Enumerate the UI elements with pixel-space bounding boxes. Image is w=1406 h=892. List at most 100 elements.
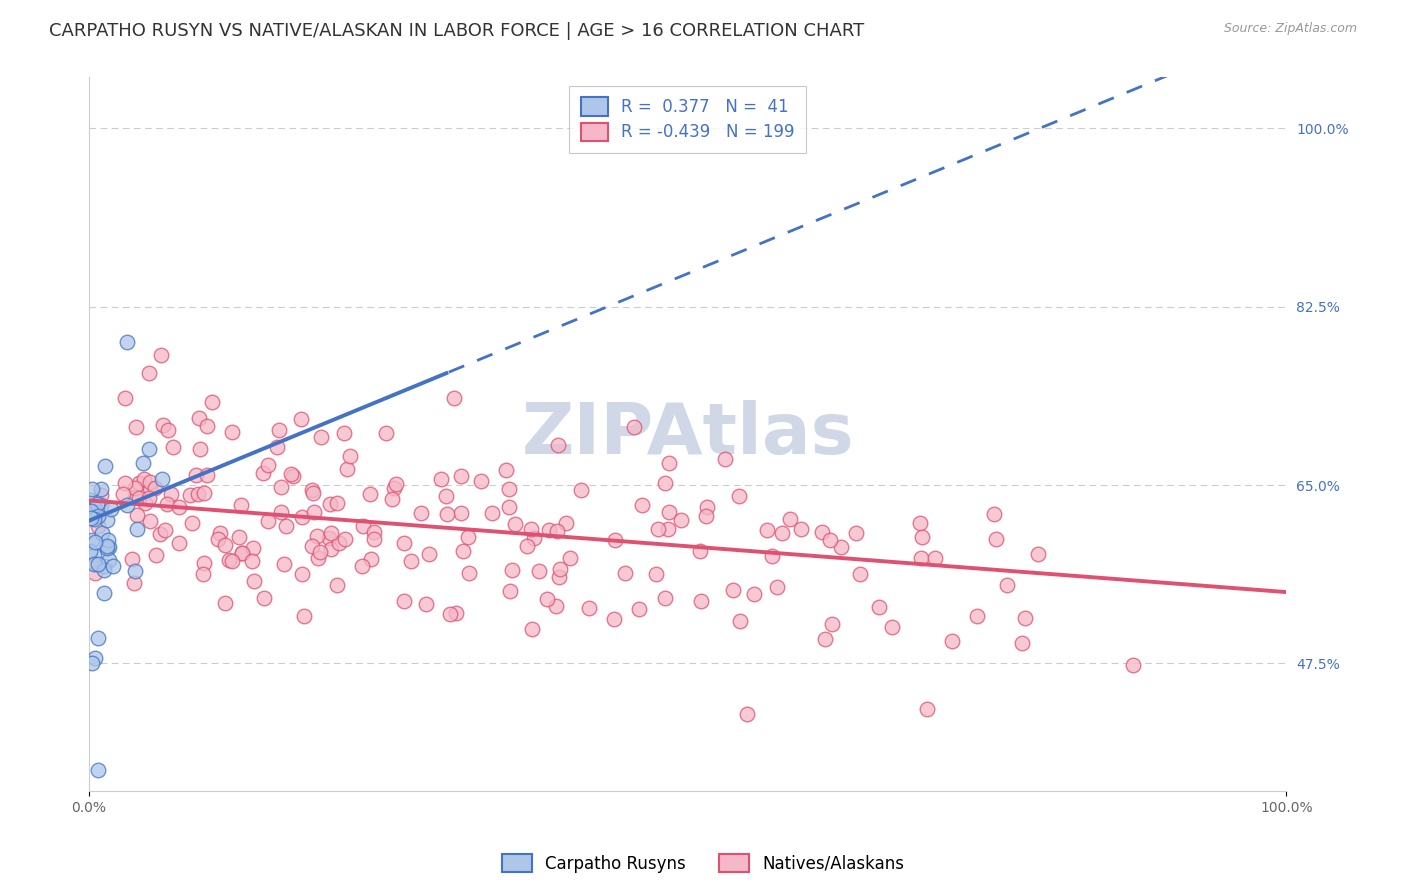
- Point: [87, 764, 110, 778]
- Point: [910, 516, 932, 531]
- Point: [845, 526, 868, 541]
- Point: [80, 533, 103, 548]
- Point: [124, 482, 146, 496]
- Point: [273, 558, 295, 572]
- Point: [728, 489, 751, 503]
- Point: [221, 425, 243, 439]
- Point: [83, 557, 105, 571]
- Point: [128, 491, 150, 506]
- Point: [983, 508, 1005, 522]
- Point: [695, 508, 717, 523]
- Point: [536, 592, 558, 607]
- Point: [309, 545, 332, 559]
- Point: [880, 620, 903, 634]
- Point: [139, 481, 162, 495]
- Point: [96, 533, 118, 547]
- Point: [270, 505, 292, 519]
- Point: [761, 549, 783, 563]
- Point: [814, 632, 837, 647]
- Point: [195, 468, 218, 483]
- Point: [83, 651, 105, 665]
- Point: [228, 530, 250, 544]
- Point: [359, 487, 381, 501]
- Point: [499, 584, 522, 599]
- Point: [283, 469, 305, 483]
- Point: [291, 510, 314, 524]
- Point: [363, 524, 385, 539]
- Point: [658, 456, 681, 470]
- Point: [737, 707, 759, 722]
- Point: [243, 574, 266, 588]
- Point: [613, 566, 636, 580]
- Point: [498, 483, 520, 497]
- Point: [569, 483, 592, 497]
- Point: [689, 593, 711, 607]
- Point: [169, 536, 191, 550]
- Point: [520, 622, 543, 636]
- Point: [270, 480, 292, 494]
- Point: [83, 534, 105, 549]
- Point: [333, 425, 356, 440]
- Point: [602, 612, 624, 626]
- Point: [756, 524, 779, 538]
- Point: [231, 546, 253, 560]
- Point: [305, 529, 328, 543]
- Point: [122, 576, 145, 591]
- Point: [82, 482, 104, 496]
- Point: [291, 566, 314, 581]
- Point: [149, 527, 172, 541]
- Point: [830, 540, 852, 554]
- Point: [290, 412, 312, 426]
- Point: [309, 429, 332, 443]
- Point: [810, 524, 832, 539]
- Point: [188, 411, 211, 425]
- Point: [96, 539, 118, 553]
- Point: [157, 423, 180, 437]
- Point: [195, 419, 218, 434]
- Point: [443, 391, 465, 405]
- Point: [97, 540, 120, 554]
- Point: [256, 458, 278, 472]
- Point: [336, 461, 359, 475]
- Point: [83, 566, 105, 580]
- Point: [546, 524, 568, 539]
- Point: [253, 591, 276, 605]
- Point: [742, 587, 765, 601]
- Point: [100, 502, 122, 516]
- Point: [984, 533, 1007, 547]
- Point: [439, 607, 461, 621]
- Point: [90, 525, 112, 540]
- Point: [138, 442, 160, 456]
- Point: [360, 552, 382, 566]
- Point: [242, 554, 264, 568]
- Point: [450, 507, 472, 521]
- Point: [1028, 547, 1050, 561]
- Point: [779, 511, 801, 525]
- Point: [1014, 611, 1036, 625]
- Point: [915, 702, 938, 716]
- Point: [187, 486, 209, 500]
- Point: [139, 514, 162, 528]
- Point: [221, 554, 243, 568]
- Point: [321, 526, 343, 541]
- Point: [90, 482, 112, 496]
- Point: [544, 599, 567, 613]
- Point: [80, 508, 103, 522]
- Point: [547, 438, 569, 452]
- Text: Source: ZipAtlas.com: Source: ZipAtlas.com: [1223, 22, 1357, 36]
- Point: [115, 499, 138, 513]
- Point: [418, 547, 440, 561]
- Point: [274, 519, 297, 533]
- Point: [458, 566, 481, 580]
- Point: [457, 530, 479, 544]
- Point: [149, 348, 172, 362]
- Point: [770, 526, 793, 541]
- Point: [188, 442, 211, 456]
- Point: [127, 508, 149, 522]
- Point: [328, 536, 350, 550]
- Point: [966, 609, 988, 624]
- Point: [181, 516, 204, 531]
- Point: [766, 580, 789, 594]
- Point: [96, 513, 118, 527]
- Point: [121, 551, 143, 566]
